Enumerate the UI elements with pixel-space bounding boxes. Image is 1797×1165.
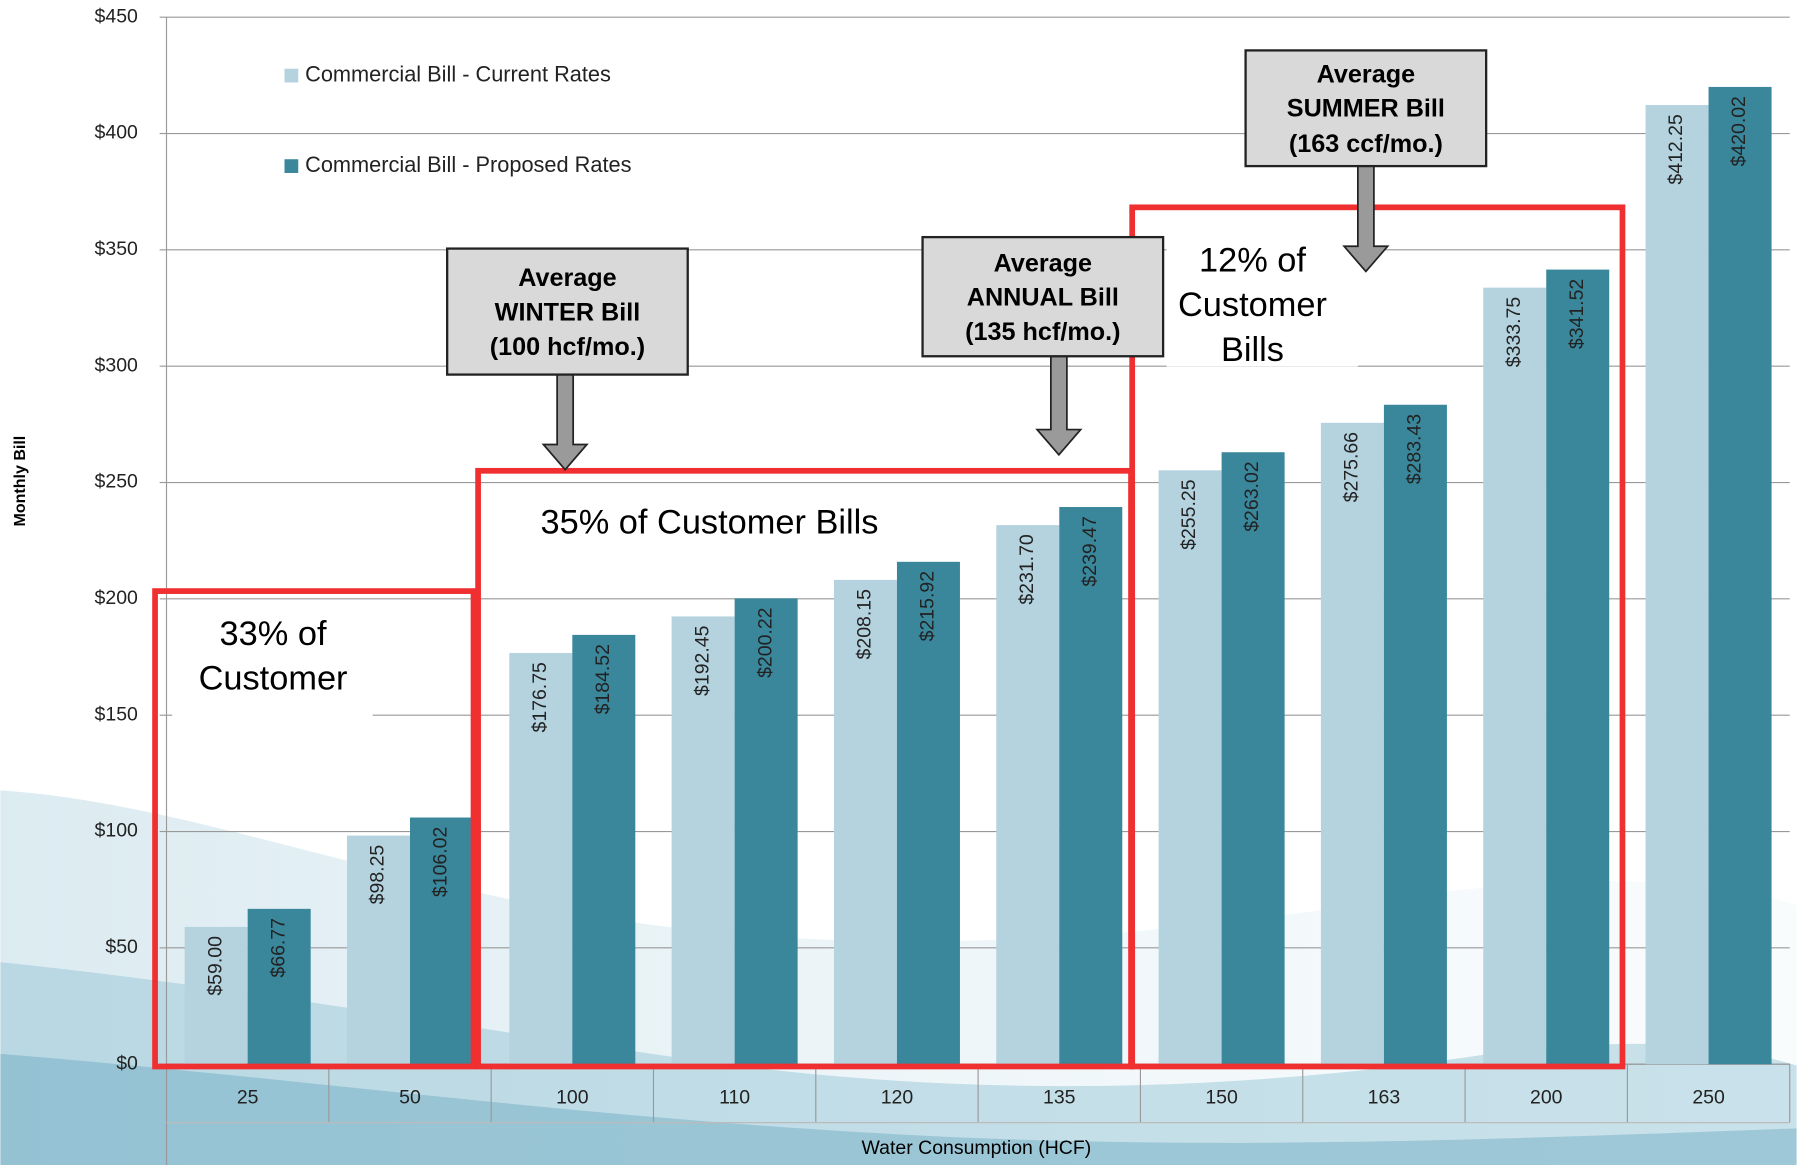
legend-swatch bbox=[284, 159, 299, 173]
x-axis-title: Water Consumption (HCF) bbox=[862, 1137, 1092, 1159]
value-label: $106.02 bbox=[430, 827, 452, 897]
y-tick-label: $300 bbox=[95, 354, 138, 376]
x-tick-label: 50 bbox=[399, 1087, 421, 1109]
value-label: $412.25 bbox=[1665, 114, 1687, 185]
callout-box bbox=[1244, 49, 1488, 168]
callout-label: (100 hcf/mo.) bbox=[490, 333, 645, 361]
bar bbox=[346, 835, 410, 1065]
callout-box bbox=[446, 247, 689, 376]
value-label: $200.22 bbox=[754, 608, 776, 678]
share-label: 33% of bbox=[220, 615, 327, 653]
value-label: $208.15 bbox=[854, 589, 876, 660]
share-label-bg bbox=[1166, 234, 1358, 367]
x-tick-label: 25 bbox=[237, 1087, 259, 1109]
bar bbox=[1645, 105, 1709, 1065]
share-label: 35% of Customer Bills bbox=[540, 504, 878, 542]
bar bbox=[1483, 287, 1547, 1065]
y-tick-label: $0 bbox=[116, 1052, 138, 1074]
y-axis-title: Monthly Bill bbox=[11, 436, 29, 527]
bar bbox=[734, 598, 798, 1065]
x-tick-label: 100 bbox=[556, 1087, 589, 1109]
share-box bbox=[1129, 204, 1626, 1070]
share-label-bg bbox=[172, 607, 373, 716]
value-label: $59.00 bbox=[204, 936, 226, 996]
share-label: Bills bbox=[1221, 331, 1284, 369]
bar bbox=[1059, 507, 1123, 1065]
value-label: $231.70 bbox=[1016, 534, 1038, 605]
share-box bbox=[152, 588, 477, 1070]
value-label: $66.77 bbox=[267, 918, 289, 978]
value-label: $275.66 bbox=[1341, 432, 1363, 502]
bar bbox=[247, 908, 311, 1065]
value-label: $263.02 bbox=[1241, 461, 1263, 531]
callout-arrow bbox=[1035, 355, 1083, 457]
y-tick-label: $250 bbox=[95, 471, 138, 493]
callout-label: Average bbox=[994, 249, 1092, 277]
value-label: $283.43 bbox=[1404, 414, 1426, 484]
bar bbox=[409, 817, 473, 1065]
value-label: $215.92 bbox=[917, 571, 939, 641]
legend-label: Commercial Bill - Current Rates bbox=[305, 61, 611, 86]
x-tick-label: 120 bbox=[881, 1087, 914, 1109]
share-label: Customer bbox=[1178, 286, 1327, 324]
legend-label: Commercial Bill - Proposed Rates bbox=[305, 152, 631, 177]
bar bbox=[1320, 422, 1384, 1065]
callout-label: ANNUAL Bill bbox=[967, 284, 1119, 312]
value-label: $192.45 bbox=[691, 625, 713, 696]
bar bbox=[1708, 86, 1772, 1065]
value-label: $341.52 bbox=[1566, 279, 1588, 349]
y-tick-label: $400 bbox=[95, 122, 138, 144]
value-label: $333.75 bbox=[1503, 297, 1525, 368]
x-tick-label: 150 bbox=[1205, 1087, 1238, 1109]
value-label: $420.02 bbox=[1728, 96, 1750, 166]
share-label: 12% of bbox=[1199, 241, 1306, 279]
callout-label: (163 ccf/mo.) bbox=[1289, 130, 1443, 158]
callout-label: WINTER Bill bbox=[495, 299, 641, 327]
bar bbox=[833, 579, 897, 1065]
bar bbox=[1383, 404, 1447, 1065]
bar bbox=[896, 561, 960, 1065]
x-tick-label: 163 bbox=[1368, 1087, 1400, 1109]
bar bbox=[184, 926, 248, 1065]
bar bbox=[509, 652, 573, 1065]
bar bbox=[1158, 470, 1222, 1065]
share-label: Customer bbox=[199, 660, 348, 698]
y-tick-label: $450 bbox=[95, 5, 138, 27]
value-label: $255.25 bbox=[1178, 479, 1200, 550]
callout-label: Average bbox=[518, 264, 616, 292]
value-label: $98.25 bbox=[367, 845, 389, 905]
callout-label: Average bbox=[1317, 60, 1415, 88]
y-tick-label: $100 bbox=[95, 820, 138, 842]
x-tick-label: 250 bbox=[1692, 1087, 1725, 1109]
y-tick-label: $50 bbox=[105, 936, 138, 958]
callout-box bbox=[921, 235, 1165, 358]
legend-swatch bbox=[284, 68, 299, 83]
bar bbox=[1221, 452, 1285, 1065]
y-tick-label: $150 bbox=[95, 703, 138, 725]
callout-label: (135 hcf/mo.) bbox=[965, 318, 1120, 346]
bar bbox=[1546, 269, 1610, 1065]
callout-arrow bbox=[1342, 165, 1390, 273]
callout-label: SUMMER Bill bbox=[1287, 95, 1445, 123]
bar bbox=[996, 525, 1060, 1065]
value-label: $176.75 bbox=[529, 662, 551, 733]
callout-arrow bbox=[541, 373, 589, 471]
x-tick-label: 200 bbox=[1530, 1087, 1563, 1109]
x-tick-label: 135 bbox=[1043, 1087, 1076, 1109]
y-tick-label: $200 bbox=[95, 587, 138, 609]
bar bbox=[671, 616, 735, 1065]
x-tick-label: 110 bbox=[719, 1087, 750, 1109]
y-tick-label: $350 bbox=[95, 238, 138, 260]
value-label: $184.52 bbox=[592, 644, 614, 714]
value-label: $239.47 bbox=[1079, 516, 1101, 586]
bar bbox=[572, 634, 636, 1065]
